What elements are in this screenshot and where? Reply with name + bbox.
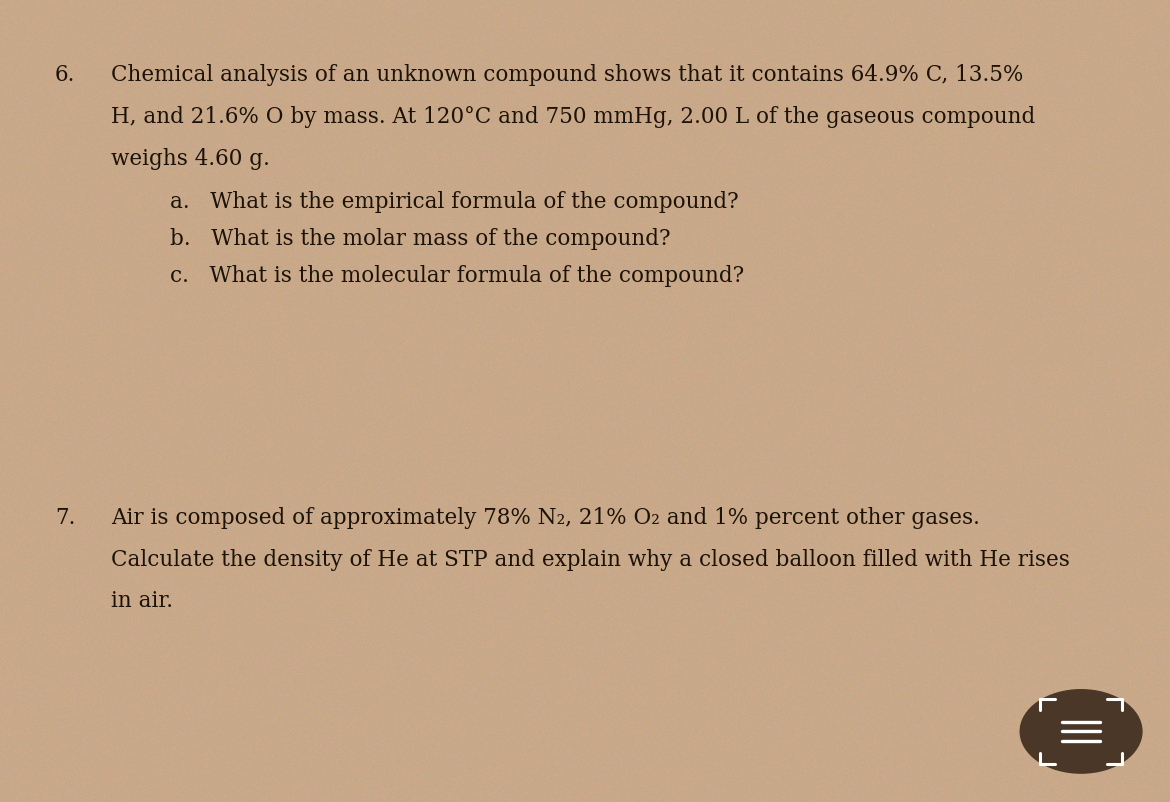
Text: Calculate the density of He at STP and explain why a closed balloon filled with : Calculate the density of He at STP and e… <box>111 549 1071 570</box>
Text: weighs 4.60 g.: weighs 4.60 g. <box>111 148 270 169</box>
Text: in air.: in air. <box>111 590 173 612</box>
Text: Chemical analysis of an unknown compound shows that it contains 64.9% C, 13.5%: Chemical analysis of an unknown compound… <box>111 64 1024 86</box>
Text: H, and 21.6% O by mass. At 120°C and 750 mmHg, 2.00 L of the gaseous compound: H, and 21.6% O by mass. At 120°C and 750… <box>111 106 1035 128</box>
Text: c.   What is the molecular formula of the compound?: c. What is the molecular formula of the … <box>170 265 744 286</box>
Text: Air is composed of approximately 78% N₂, 21% O₂ and 1% percent other gases.: Air is composed of approximately 78% N₂,… <box>111 507 980 529</box>
Text: 7.: 7. <box>55 507 75 529</box>
Circle shape <box>1020 690 1142 773</box>
Text: b.   What is the molar mass of the compound?: b. What is the molar mass of the compoun… <box>170 228 670 249</box>
Text: 6.: 6. <box>55 64 75 86</box>
Text: a.   What is the empirical formula of the compound?: a. What is the empirical formula of the … <box>170 191 738 213</box>
